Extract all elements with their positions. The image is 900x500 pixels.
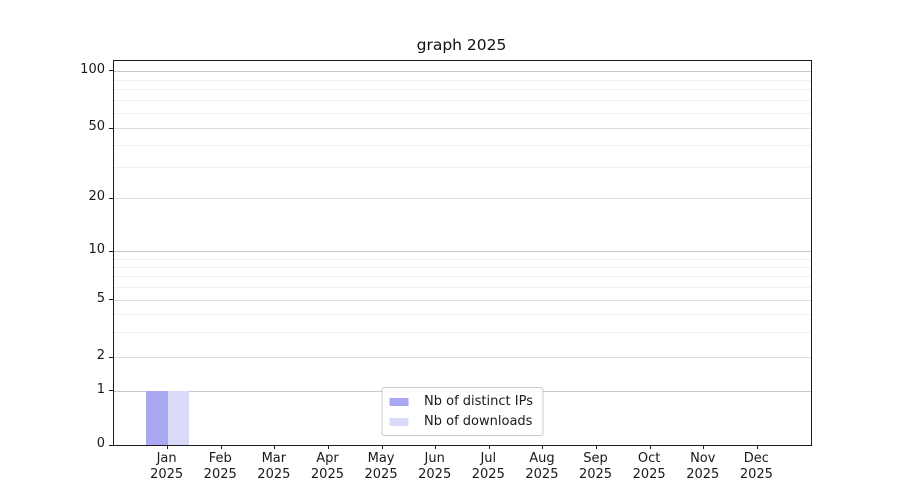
bar-downloads — [167, 390, 189, 445]
x-tick-label: Jun 2025 — [418, 451, 452, 482]
x-axis-tick — [703, 445, 705, 449]
y-axis-tick — [109, 127, 113, 129]
y-tick-label: 1 — [96, 381, 105, 397]
minor-gridline — [114, 167, 811, 169]
x-axis-tick — [381, 445, 383, 449]
x-axis-tick — [596, 445, 598, 449]
x-tick-label: Dec 2025 — [739, 451, 773, 482]
minor-gridline — [114, 267, 811, 269]
x-tick-label: Mar 2025 — [257, 451, 291, 482]
major-gridline — [114, 251, 811, 253]
minor-gridline — [114, 287, 811, 289]
minor-gridline — [114, 145, 811, 147]
minor-gridline — [114, 331, 811, 333]
minor-gridline — [114, 113, 811, 115]
x-axis-tick — [167, 445, 169, 449]
y-axis-tick — [109, 299, 113, 301]
x-axis-tick — [327, 445, 329, 449]
legend-item: Nb of downloads — [389, 413, 533, 430]
legend-label: Nb of downloads — [424, 414, 533, 429]
y-tick-label: 10 — [88, 242, 105, 258]
minor-gridline — [114, 89, 811, 91]
minor-gridline — [114, 313, 811, 315]
x-tick-label: May 2025 — [364, 451, 398, 482]
legend-item: Nb of distinct IPs — [389, 393, 533, 410]
minor-gridline — [114, 100, 811, 102]
x-tick-label: Oct 2025 — [632, 451, 666, 482]
ticks-layer — [109, 61, 811, 449]
y-axis-tick — [109, 70, 113, 72]
legend-swatch — [389, 397, 409, 406]
x-axis-tick — [220, 445, 222, 449]
x-axis-tick — [488, 445, 490, 449]
major-gridline — [114, 70, 811, 72]
y-tick-label: 50 — [88, 119, 105, 135]
y-axis-tick — [109, 250, 113, 252]
y-tick-label: 0 — [96, 436, 105, 451]
x-axis-tick — [274, 445, 276, 449]
plot-area: Nb of distinct IPs Nb of downloads — [109, 60, 812, 449]
chart-title: graph 2025 — [416, 36, 507, 54]
x-axis-tick — [542, 445, 544, 449]
major-gridline — [114, 128, 811, 130]
y-tick-label: 100 — [80, 61, 105, 77]
y-axis-tick — [109, 356, 113, 358]
major-gridline — [114, 198, 811, 200]
y-axis-tick — [109, 197, 113, 199]
x-tick-label: Jul 2025 — [471, 451, 505, 482]
legend-label: Nb of distinct IPs — [424, 394, 533, 409]
legend: Nb of distinct IPs Nb of downloads — [381, 387, 544, 436]
x-tick-label: Apr 2025 — [310, 451, 344, 482]
bar-distinct-ips — [146, 390, 168, 445]
legend-swatch — [389, 417, 409, 426]
x-tick-label: Aug 2025 — [525, 451, 559, 482]
x-axis-tick — [649, 445, 651, 449]
y-tick-label: 20 — [88, 189, 105, 205]
x-tick-label: Nov 2025 — [686, 451, 720, 482]
major-gridline — [114, 299, 811, 301]
x-tick-label: Jan 2025 — [150, 451, 184, 482]
y-axis-tick — [109, 390, 113, 392]
minor-gridline — [114, 276, 811, 278]
y-axis-tick — [109, 444, 113, 446]
y-tick-label: 2 — [96, 348, 105, 364]
minor-gridline — [114, 258, 811, 260]
bars-layer — [114, 61, 811, 445]
x-tick-label: Sep 2025 — [578, 451, 613, 482]
x-axis-tick — [435, 445, 437, 449]
major-gridline — [114, 357, 811, 359]
y-tick-label: 5 — [96, 290, 105, 306]
minor-gridline — [114, 79, 811, 81]
x-tick-label: Feb 2025 — [203, 451, 237, 482]
x-axis-tick — [756, 445, 758, 449]
